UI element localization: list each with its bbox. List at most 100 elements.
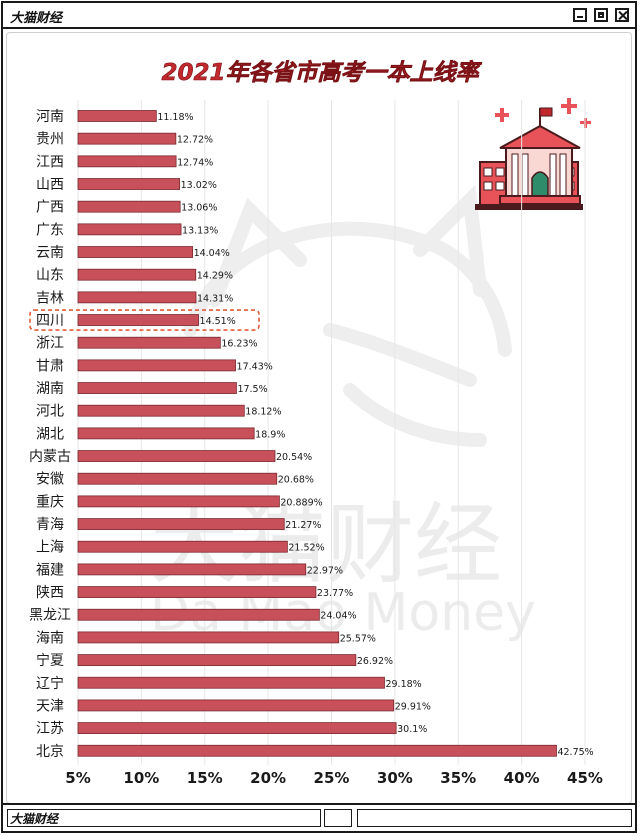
value-label-2: 12.74% [177, 157, 213, 168]
bar-1 [77, 132, 177, 145]
bar-26 [77, 699, 395, 712]
category-label-25: 辽宁 [36, 675, 64, 692]
value-label-16: 20.68% [278, 475, 314, 486]
value-label-25: 29.18% [385, 679, 421, 690]
category-label-12: 湖南 [36, 381, 64, 397]
status-bar: 大猫财经 [3, 803, 635, 831]
category-label-17: 重庆 [36, 494, 64, 510]
value-label-19: 21.52% [288, 543, 324, 554]
category-label-7: 山东 [36, 268, 64, 284]
highlight-box [29, 309, 260, 331]
cat-logo-watermark-icon [183, 184, 512, 447]
bar-2 [77, 155, 177, 168]
value-label-5: 13.13% [182, 225, 218, 236]
value-label-18: 21.27% [285, 520, 321, 531]
bar-24 [77, 654, 357, 666]
tick-label-5: 30% [377, 769, 413, 787]
category-label-5: 广东 [36, 222, 64, 238]
value-label-9: 14.51% [200, 316, 236, 327]
bar-12 [77, 382, 237, 394]
category-label-16: 安徽 [36, 472, 64, 488]
value-label-17: 20.889% [280, 497, 322, 508]
category-label-11: 甘肃 [36, 358, 64, 374]
value-label-24: 26.92% [357, 656, 393, 667]
minimize-button[interactable] [573, 8, 587, 22]
watermark: 大猫财经 Da Mao Money [150, 184, 536, 643]
value-label-21: 23.77% [317, 588, 353, 599]
bar-19 [77, 540, 288, 553]
category-label-22: 黑龙江 [29, 608, 71, 624]
bar-3 [77, 178, 181, 190]
category-label-26: 天津 [36, 698, 64, 714]
value-label-1: 12.72% [177, 135, 213, 146]
bars [77, 110, 557, 757]
value-label-23: 25.57% [340, 633, 376, 644]
value-label-26: 29.91% [395, 701, 431, 712]
bar-5 [77, 223, 182, 236]
category-label-15: 内蒙古 [29, 449, 71, 465]
status-segment-right [357, 809, 632, 827]
value-label-3: 13.02% [181, 180, 217, 191]
bar-20 [77, 563, 307, 576]
tick-label-3: 20% [250, 769, 286, 787]
bar-11 [77, 359, 236, 372]
status-segment-left [7, 809, 321, 827]
bar-0 [77, 110, 157, 122]
category-label-21: 陕西 [36, 585, 64, 601]
labels: 河南 11.18% 贵州 12.72% 江西 12.74% 山西 13.02% 广西 13.06%… [29, 109, 594, 760]
value-label-22: 24.04% [320, 611, 356, 622]
bar-10 [77, 336, 221, 349]
status-segment-middle [324, 809, 352, 827]
category-label-9: 四川 [36, 313, 64, 329]
category-label-24: 宁夏 [36, 652, 64, 669]
value-label-13: 18.12% [245, 407, 281, 418]
category-label-6: 云南 [36, 245, 64, 261]
chart-title: 2021年各省市高考一本上线率 [161, 59, 482, 86]
maximize-button[interactable] [594, 8, 608, 22]
tick-label-2: 15% [187, 769, 223, 787]
value-label-12: 17.5% [237, 384, 267, 395]
category-label-14: 湖北 [36, 426, 64, 442]
bar-6 [77, 246, 193, 258]
bar-13 [77, 404, 245, 417]
category-label-10: 浙江 [36, 336, 64, 352]
tick-label-7: 40% [504, 769, 540, 787]
bar-27 [77, 722, 397, 734]
bar-15 [77, 450, 276, 462]
value-label-0: 11.18% [157, 112, 193, 123]
tick-label-8: 45% [567, 769, 603, 787]
bar-23 [77, 631, 340, 644]
bar-4 [77, 200, 181, 213]
value-label-20: 22.97% [307, 565, 343, 576]
category-label-20: 福建 [36, 562, 64, 578]
category-label-0: 河南 [36, 109, 64, 125]
category-label-28: 北京 [36, 744, 64, 760]
tick-label-6: 35% [440, 769, 476, 787]
category-label-19: 上海 [36, 540, 64, 556]
category-label-1: 贵州 [36, 132, 64, 148]
value-label-15: 20.54% [276, 452, 312, 463]
category-label-18: 青海 [36, 517, 64, 533]
tick-label-1: 10% [123, 769, 159, 787]
tick-label-4: 25% [314, 769, 350, 787]
bar-22 [77, 608, 320, 621]
tick-label-0: 5% [65, 769, 90, 787]
category-label-27: 江苏 [36, 721, 64, 737]
bar-18 [77, 518, 285, 530]
bar-28 [77, 744, 557, 757]
bar-8 [77, 291, 197, 304]
category-label-4: 广西 [36, 200, 64, 216]
value-label-7: 14.29% [197, 271, 233, 282]
value-label-10: 16.23% [221, 339, 257, 350]
bar-9 [77, 314, 199, 326]
close-button[interactable] [615, 8, 629, 22]
value-label-11: 17.43% [237, 361, 273, 372]
category-label-3: 山西 [36, 177, 64, 193]
bar-25 [77, 676, 385, 689]
status-title: 大猫财经 [10, 812, 59, 826]
value-label-27: 30.1% [397, 724, 427, 735]
x-axis-ticks: 5% 10% 15% 20% 25% 30% 35% 40% 45% [65, 769, 603, 787]
bar-17 [77, 495, 280, 508]
title-bar: 大猫财经 [3, 3, 635, 29]
